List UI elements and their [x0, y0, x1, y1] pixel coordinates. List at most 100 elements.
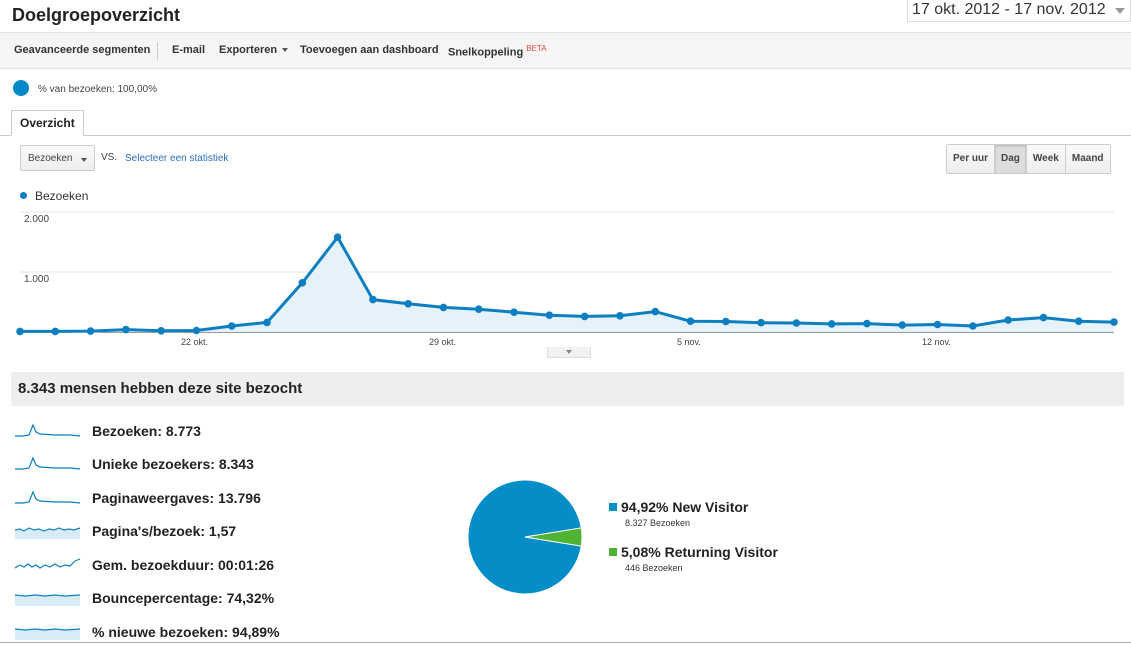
legend-swatch-icon	[609, 548, 617, 556]
data-point[interactable]	[969, 322, 977, 330]
pie-legend-label: 94,92% New Visitor	[621, 499, 749, 515]
data-point[interactable]	[1074, 317, 1083, 325]
metric-label: Paginaweergaves: 13.796	[92, 490, 261, 506]
beta-badge: BETA	[526, 44, 547, 53]
pie-slice[interactable]	[524, 527, 583, 547]
period-month-button[interactable]: Maand	[1064, 145, 1110, 173]
data-point[interactable]	[192, 326, 201, 335]
data-point[interactable]	[616, 312, 624, 320]
legend-label: Bezoeken	[35, 189, 89, 203]
divider	[0, 642, 1131, 643]
select-statistic-link[interactable]: Selecteer een statistiek	[125, 153, 229, 164]
x-tick-label: 12 nov.	[922, 337, 951, 347]
email-button[interactable]: E-mail	[172, 44, 206, 56]
chart-legend: Bezoeken	[20, 189, 88, 203]
data-point[interactable]	[157, 327, 165, 335]
data-point[interactable]	[1110, 318, 1118, 326]
data-point[interactable]	[510, 308, 518, 316]
data-point[interactable]	[122, 325, 130, 334]
data-point[interactable]	[1004, 316, 1012, 324]
period-toggle: Per uur Dag Week Maand	[946, 144, 1111, 174]
sparkline	[15, 558, 81, 569]
data-point[interactable]	[369, 295, 377, 304]
shortcut-label: Snelkoppeling	[448, 46, 524, 59]
visits-chart[interactable]	[0, 205, 1131, 345]
data-point[interactable]	[439, 303, 448, 312]
metric-label: Pagina's/bezoek: 1,57	[92, 523, 237, 539]
data-point[interactable]	[757, 318, 765, 327]
y-tick-label: 1.000	[24, 274, 50, 285]
pie-legend-sub: 446 Bezoeken	[625, 563, 683, 573]
metric-label: Gem. bezoekduur: 00:01:26	[92, 557, 275, 573]
sparkline	[15, 628, 81, 640]
tab-overview[interactable]: Overzicht	[11, 110, 84, 136]
page-title: Doelgroepoverzicht	[12, 5, 181, 25]
data-point[interactable]	[298, 279, 307, 287]
date-range-picker[interactable]: 17 okt. 2012 - 17 nov. 2012	[907, 0, 1131, 22]
y-tick-label: 2.000	[24, 214, 50, 225]
legend-dot-icon	[20, 192, 27, 199]
data-point[interactable]	[16, 327, 24, 336]
add-to-dashboard-button[interactable]: Toevoegen aan dashboard	[300, 44, 439, 56]
data-point[interactable]	[227, 322, 236, 330]
data-point[interactable]	[86, 327, 95, 335]
metric-label: Bezoeken: 8.773	[92, 423, 201, 439]
pie-legend-returning-visitor[interactable]: 5,08% Returning Visitor 446 Bezoeken	[609, 544, 778, 573]
data-point[interactable]	[792, 319, 801, 327]
segment-label: % van bezoeken: 100,00%	[38, 84, 157, 95]
metric-select[interactable]: Bezoeken	[20, 145, 95, 171]
shortcut-button[interactable]: Snelkoppeling BETA	[448, 44, 547, 59]
data-point[interactable]	[827, 320, 836, 328]
metric-label: Bouncepercentage: 74,32%	[92, 590, 275, 606]
data-point[interactable]	[898, 321, 907, 329]
advanced-segments-button[interactable]: Geavanceerde segmenten	[14, 44, 151, 56]
data-point[interactable]	[474, 305, 483, 313]
data-point[interactable]	[1039, 313, 1048, 322]
period-week-button[interactable]: Week	[1025, 145, 1065, 173]
chevron-down-icon	[1115, 8, 1125, 14]
toolbar: Geavanceerde segmenten E-mail Exporteren…	[0, 32, 1131, 69]
export-button[interactable]: Exporteren	[219, 44, 289, 56]
sparkline	[15, 594, 81, 606]
data-point[interactable]	[580, 312, 589, 321]
summary-header: 8.343 mensen hebben deze site bezocht	[11, 372, 1124, 406]
x-tick-label: 22 okt.	[181, 337, 209, 347]
metric-select-value: Bezoeken	[28, 153, 73, 164]
data-point[interactable]	[651, 307, 660, 316]
sparkline	[15, 423, 81, 437]
legend-swatch-icon	[609, 503, 617, 511]
vs-label: VS.	[101, 152, 118, 163]
pie-slice[interactable]	[467, 479, 582, 595]
x-tick-label: 29 okt.	[429, 337, 457, 347]
tab-bar: Overzicht	[0, 108, 1131, 136]
summary-headline: 8.343 mensen hebben deze site bezocht	[18, 380, 303, 397]
chevron-down-icon	[282, 48, 289, 53]
data-point[interactable]	[404, 300, 412, 308]
data-point[interactable]	[722, 317, 730, 326]
visitor-type-pie-chart[interactable]	[467, 479, 583, 595]
period-hourly-button[interactable]: Per uur	[947, 145, 995, 173]
data-point[interactable]	[933, 320, 942, 329]
period-day-button[interactable]: Dag	[994, 145, 1026, 173]
pie-legend-sub: 8.327 Bezoeken	[625, 518, 691, 528]
series-area	[20, 237, 1114, 332]
metric-label: Unieke bezoekers: 8.343	[92, 456, 254, 472]
export-label: Exporteren	[219, 44, 278, 56]
series-line	[20, 234, 1115, 333]
chart-collapse-handle[interactable]	[547, 347, 591, 358]
data-point[interactable]	[263, 318, 271, 327]
data-point[interactable]	[51, 327, 60, 336]
segment-pie-icon	[13, 80, 29, 96]
sparkline	[15, 527, 81, 539]
data-point[interactable]	[686, 317, 695, 325]
x-tick-label: 5 nov.	[677, 337, 701, 347]
data-point[interactable]	[545, 311, 554, 319]
pie-legend-label: 5,08% Returning Visitor	[621, 544, 778, 560]
pie-legend-new-visitor[interactable]: 94,92% New Visitor 8.327 Bezoeken	[609, 499, 749, 528]
toolbar-divider	[157, 42, 158, 60]
data-point[interactable]	[333, 233, 342, 241]
metric-label: % nieuwe bezoeken: 94,89%	[92, 624, 280, 640]
date-range-label: 17 okt. 2012 - 17 nov. 2012	[912, 1, 1106, 18]
sparkline	[15, 490, 81, 504]
data-point[interactable]	[863, 319, 871, 328]
